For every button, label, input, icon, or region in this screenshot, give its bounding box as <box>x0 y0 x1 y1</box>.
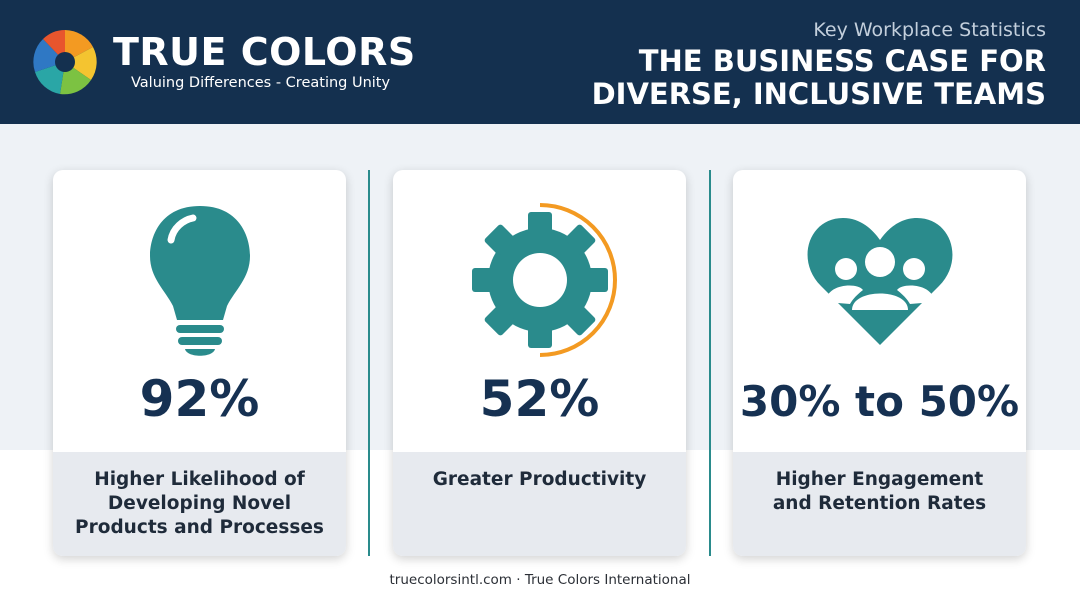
stat: 30% to 50% <box>739 377 1020 426</box>
gear-icon <box>472 203 617 357</box>
title-line: DIVERSE, INCLUSIVE TEAMS <box>591 77 1046 111</box>
label-line: Greater Productivity <box>432 469 647 490</box>
label-line: and Retention Rates <box>772 493 987 514</box>
stat-card: 30% to 50% Higher Engagement and Retenti… <box>733 170 1026 556</box>
stat-label: Greater Productivity <box>393 468 686 492</box>
kicker: Key Workplace Statistics <box>813 19 1046 41</box>
card-footer <box>733 452 1026 556</box>
stat-card: 52% Greater Productivity <box>393 170 686 556</box>
heart-icon <box>807 218 953 345</box>
divider <box>709 170 711 556</box>
label-line: Developing Novel <box>107 493 292 514</box>
footer: truecolorsintl.com · True Colors Interna… <box>389 572 691 588</box>
stat-label: Higher Likelihood of Developing Novel Pr… <box>53 468 346 540</box>
stat: 52% <box>479 370 600 428</box>
tagline: Valuing Differences - Creating Unity <box>131 75 391 91</box>
stat-card: 92% Higher Likelihood of Developing Nove… <box>53 170 346 556</box>
label-line: Higher Likelihood of <box>94 469 305 490</box>
header: TRUE COLORS Valuing Differences - Creati… <box>0 0 1080 124</box>
brand: TRUE COLORS <box>113 30 416 74</box>
bulb-icon <box>150 206 250 356</box>
stat-label: Higher Engagement and Retention Rates <box>733 468 1026 516</box>
label-line: Higher Engagement <box>775 469 984 490</box>
label-line: Products and Processes <box>75 517 324 538</box>
card-footer <box>393 452 686 556</box>
logo <box>33 30 97 95</box>
title-line: THE BUSINESS CASE FOR <box>638 44 1046 78</box>
card-footer <box>53 452 346 556</box>
stat: 92% <box>139 370 260 428</box>
divider <box>368 170 370 556</box>
